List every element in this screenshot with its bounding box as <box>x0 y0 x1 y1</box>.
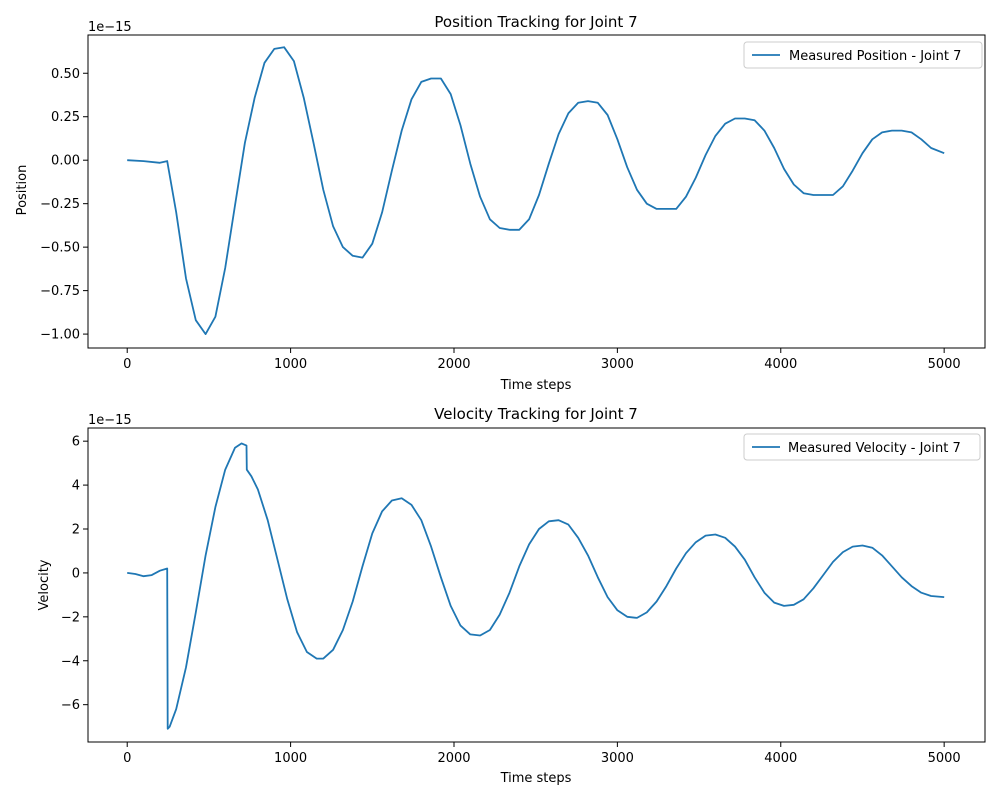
y-tick-label: 0 <box>72 566 80 581</box>
y-tick-label: −2 <box>61 610 80 625</box>
y-ticks: −1.00 −0.75 −0.50 −0.25 0.00 0.25 0.50 <box>40 67 88 343</box>
y-tick-label: −0.50 <box>40 241 80 256</box>
y-tick-label: −0.75 <box>40 284 80 299</box>
x-tick-label: 1000 <box>274 751 307 766</box>
y-scale-label: 1e−15 <box>88 413 132 428</box>
y-axis-label: Velocity <box>37 559 52 610</box>
y-tick-label: 6 <box>72 435 80 450</box>
plot-frame <box>87 34 986 349</box>
x-tick-label: 2000 <box>437 751 470 766</box>
y-axis-label: Position <box>15 165 30 216</box>
x-tick-label: 0 <box>123 751 131 766</box>
x-tick-label: 4000 <box>764 751 797 766</box>
chart-title: Position Tracking for Joint 7 <box>434 13 637 31</box>
y-tick-label: −4 <box>61 654 80 669</box>
legend: Measured Position - Joint 7 <box>743 41 983 69</box>
x-tick-label: 3000 <box>601 751 634 766</box>
y-tick-label: −0.25 <box>40 197 80 212</box>
chart-title: Velocity Tracking for Joint 7 <box>434 405 638 423</box>
legend-box <box>743 433 981 461</box>
x-axis-label: Time steps <box>500 771 572 786</box>
series-line-velocity <box>127 442 945 730</box>
y-tick-label: 2 <box>72 523 80 538</box>
x-tick-label: 5000 <box>928 751 961 766</box>
position-panel: Position Tracking for Joint 7 1e−15 Posi… <box>15 13 986 393</box>
legend-box <box>743 41 983 69</box>
y-tick-label: −6 <box>61 698 80 713</box>
x-tick-label: 4000 <box>764 357 797 372</box>
x-tick-label: 5000 <box>928 357 961 372</box>
y-tick-label: 4 <box>72 479 80 494</box>
y-tick-label: 0.25 <box>51 110 80 125</box>
x-tick-label: 2000 <box>437 357 470 372</box>
x-tick-label: 1000 <box>274 357 307 372</box>
legend: Measured Velocity - Joint 7 <box>743 433 981 461</box>
legend-entry: Measured Velocity - Joint 7 <box>788 441 961 456</box>
legend-entry: Measured Position - Joint 7 <box>789 49 961 64</box>
y-tick-label: 0.00 <box>51 154 80 169</box>
series-line-position <box>127 46 945 335</box>
plot-frame <box>87 427 986 743</box>
x-ticks: 0 1000 2000 3000 4000 5000 <box>123 742 961 766</box>
y-ticks: −6 −4 −2 0 2 4 6 <box>61 435 88 713</box>
y-tick-label: −1.00 <box>40 328 80 343</box>
y-scale-label: 1e−15 <box>88 20 132 35</box>
y-tick-label: 0.50 <box>51 67 80 82</box>
x-ticks: 0 1000 2000 3000 4000 5000 <box>123 348 961 372</box>
x-tick-label: 3000 <box>601 357 634 372</box>
velocity-panel: Velocity Tracking for Joint 7 1e−15 Velo… <box>37 405 986 786</box>
x-tick-label: 0 <box>123 357 131 372</box>
x-axis-label: Time steps <box>500 378 572 393</box>
